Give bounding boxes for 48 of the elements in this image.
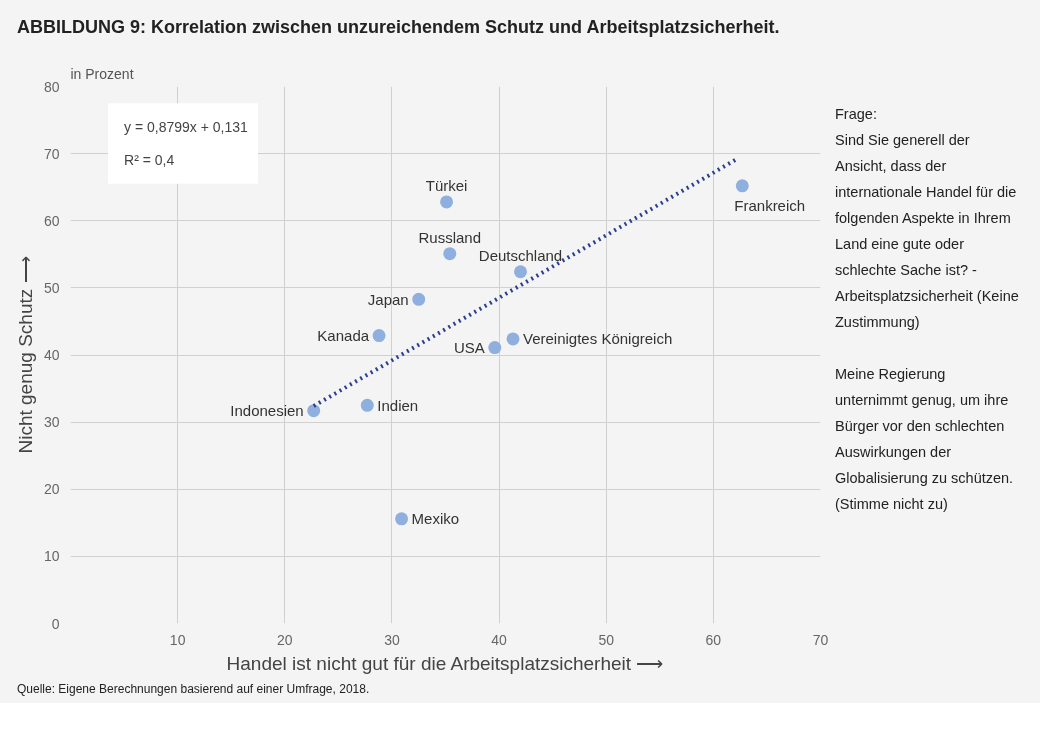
annotation: Türkei [425,177,468,195]
x-axis-title: Handel ist nicht gut für die Arbeitsplatzsicherheit ⟶ [226,652,664,674]
y-tick-label: 70 [43,145,60,162]
annotation: Vereinigtes Königreich [523,330,673,348]
point [506,332,520,346]
point [735,179,749,193]
point [440,195,454,209]
y-tick-label: 0 [51,615,60,632]
y-tick-label: 80 [43,78,60,95]
source-note: Quelle: Eigene Berechnungen basierend auf einer Umfrage, 2018. [17,680,370,698]
y-tick-label: 30 [43,413,60,430]
annotation: Indonesien [230,401,304,419]
point [372,328,386,342]
x-tick-label: 60 [705,631,722,648]
point [488,340,502,354]
point [412,292,426,306]
annotation: y = 0,8799x + 0,131 [124,118,249,135]
x-tick-label: 20 [277,631,293,648]
text: Sind Sie generell der Ansicht, dass der internationale Handel für die folgenden Aspekte in Ihrem Land eine gute oder schlechte Sache ist? - Arbeitsplatzsicherheit (Keine Zustimmung) [835,131,1019,330]
point [514,264,527,278]
x-tick-label: 50 [598,631,615,648]
point [360,398,374,412]
annotation: Deutschland [478,246,563,264]
y-axis-title: Nicht genug Schutz ⟶ [14,256,36,454]
text: Meine Regierung unternimmt genug, um ihre Bürger vor den schlechten Auswirkungen der Globalisierung zu schützen. (Stimme nicht zu) [835,365,1014,512]
annotation: USA [453,338,485,356]
annotation: Kanada [317,326,370,344]
point [443,246,457,260]
point [307,403,321,417]
y-tick-label: 40 [43,346,60,363]
annotation: Russland [418,228,482,246]
y-tick-label: 20 [43,480,60,497]
y-tick-label: 50 [43,279,60,296]
point [395,512,409,525]
chart-title: ABBILDUNG 9: Korrelation zwischen unzureichendem Schutz und Arbeitsplatzsicherheit. [17,16,780,39]
annotation: Frankreich [734,197,806,215]
x-tick-label: 10 [169,631,186,648]
annotation: Indien [377,396,419,414]
annotation: Japan [367,290,409,308]
annotation: R² = 0,4 [124,152,175,169]
x-tick-label: 40 [491,631,508,648]
x-tick-label: 30 [384,631,400,648]
y-tick-label: 60 [43,212,60,229]
text: Frage: [835,105,877,122]
y-tick-label: 10 [43,548,60,565]
x-tick-label: 70 [812,631,829,648]
text: in Prozent [70,65,134,82]
annotation: Mexiko [411,509,460,527]
